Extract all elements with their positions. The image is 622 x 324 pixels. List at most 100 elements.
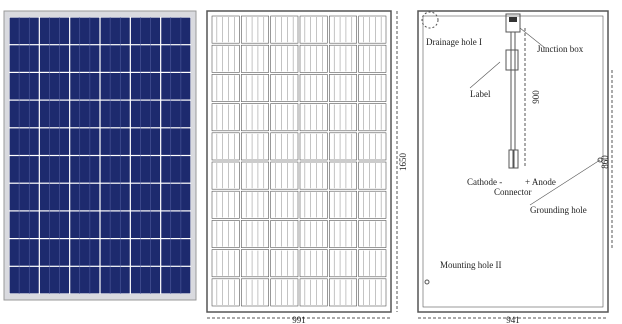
solar-cell: [131, 184, 160, 211]
solar-cell: [10, 73, 39, 100]
cell-outline: [212, 279, 239, 306]
cell-outline: [212, 74, 239, 101]
solar-cell: [101, 156, 130, 183]
cell-outline: [329, 250, 356, 277]
junction-box: [506, 14, 520, 32]
cell-outline: [241, 279, 268, 306]
solar-cell: [40, 18, 69, 44]
cell-outline: [212, 104, 239, 131]
solar-cell: [131, 239, 160, 266]
solar-cell: [101, 73, 130, 100]
cell-outline: [271, 133, 298, 160]
cell-outline: [212, 162, 239, 189]
solar-cell: [161, 128, 190, 155]
solar-cell: [40, 212, 69, 239]
solar-cell: [101, 212, 130, 239]
solar-cell: [131, 45, 160, 72]
solar-cell: [161, 239, 190, 266]
solar-cell: [101, 18, 130, 44]
cell-outline: [212, 220, 239, 247]
solar-cell: [10, 184, 39, 211]
cell-outline: [300, 250, 327, 277]
solar-cell: [131, 128, 160, 155]
solar-cell: [70, 101, 99, 128]
solar-cell: [70, 212, 99, 239]
cell-outline: [212, 133, 239, 160]
cell-outline: [212, 16, 239, 43]
solar-cell: [40, 184, 69, 211]
solar-cell: [101, 267, 130, 294]
solar-cell: [161, 18, 190, 44]
cell-outline: [359, 279, 386, 306]
solar-cell: [131, 101, 160, 128]
solar-cell: [70, 128, 99, 155]
dimension-label: 900: [531, 90, 541, 104]
solar-cell: [101, 128, 130, 155]
cell-outline: [241, 16, 268, 43]
dimension-label: 991: [292, 315, 306, 324]
solar-cell: [70, 267, 99, 294]
solar-cell: [10, 267, 39, 294]
cell-outline: [271, 162, 298, 189]
solar-cell: [70, 239, 99, 266]
solar-cell: [101, 45, 130, 72]
panel-back-drawing: Drainage hole I Junction box Label 900 C…: [418, 11, 612, 324]
cell-outline: [300, 133, 327, 160]
solar-cell: [40, 267, 69, 294]
cell-outline: [212, 250, 239, 277]
cell-outline: [329, 191, 356, 218]
solar-cell: [161, 101, 190, 128]
cell-outline: [300, 279, 327, 306]
cell-outline: [271, 45, 298, 72]
cell-outline: [329, 162, 356, 189]
cell-outline: [241, 104, 268, 131]
annotation: Drainage hole I: [426, 37, 482, 47]
solar-cell: [161, 73, 190, 100]
cell-outline: [359, 191, 386, 218]
cable-label: [506, 50, 518, 70]
solar-cell: [161, 45, 190, 72]
cell-outline: [329, 16, 356, 43]
solar-cell: [131, 156, 160, 183]
solar-cell: [161, 156, 190, 183]
annotation: Connector: [494, 187, 532, 197]
annotation: + Anode: [525, 177, 556, 187]
cell-outline: [329, 104, 356, 131]
solar-cell: [10, 18, 39, 44]
solar-cell: [40, 73, 69, 100]
junction-box-terminal: [509, 17, 517, 22]
cell-outline: [212, 45, 239, 72]
cell-outline: [212, 191, 239, 218]
cell-outline: [359, 104, 386, 131]
solar-cell: [10, 128, 39, 155]
cell-outline: [300, 162, 327, 189]
cell-outline: [359, 74, 386, 101]
solar-cell: [40, 101, 69, 128]
cell-outline: [300, 16, 327, 43]
solar-cell: [131, 18, 160, 44]
solar-cell: [40, 128, 69, 155]
cell-outline: [300, 74, 327, 101]
cell-outline: [300, 220, 327, 247]
cell-outline: [300, 45, 327, 72]
cell-outline: [241, 133, 268, 160]
solar-cell: [10, 45, 39, 72]
cell-outline: [271, 104, 298, 131]
cell-outline: [271, 220, 298, 247]
dimension-label: 860: [600, 155, 610, 169]
cell-outline: [329, 74, 356, 101]
solar-cell: [10, 239, 39, 266]
solar-cell: [70, 18, 99, 44]
cell-outline: [329, 279, 356, 306]
solar-cell: [70, 156, 99, 183]
cell-outline: [359, 45, 386, 72]
cell-outline: [241, 162, 268, 189]
solar-cell: [101, 239, 130, 266]
panel-photo: [4, 11, 196, 300]
solar-cell: [70, 73, 99, 100]
solar-cell: [161, 212, 190, 239]
cell-outline: [359, 162, 386, 189]
cell-outline: [241, 45, 268, 72]
cell-outline: [329, 133, 356, 160]
cell-outline: [271, 16, 298, 43]
